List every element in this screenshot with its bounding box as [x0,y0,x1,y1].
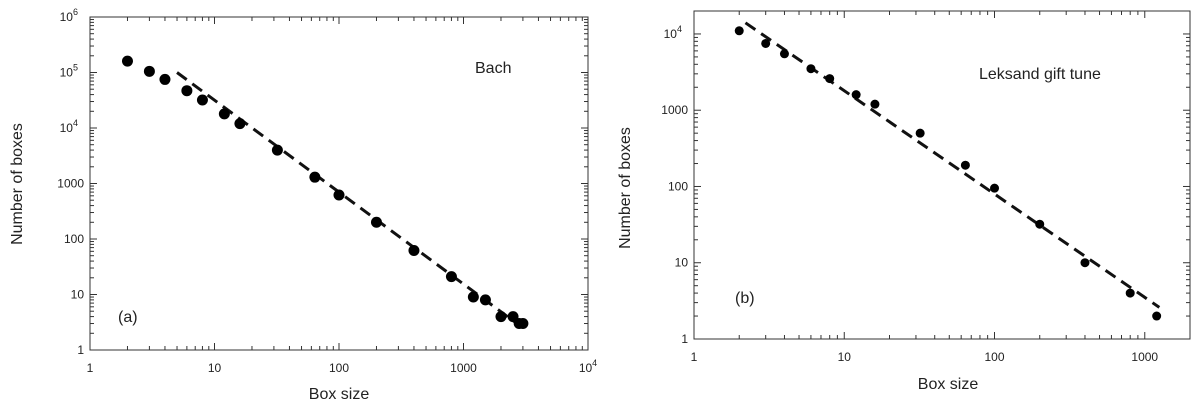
b-data-point [990,183,1000,193]
a-data-point [218,108,230,120]
a-data-point [309,171,321,183]
b-data-point [851,90,861,100]
a-y-tick-label: 1 [77,343,84,357]
a-y-tick-label: 10 [71,288,85,302]
b-y-tick-label: 1 [681,332,688,346]
a-x-tick-label: 1000 [450,361,477,375]
a-y-tick-label: 1000 [57,177,84,191]
b-title-annotation: Leksand gift tune [979,66,1101,83]
a-data-point [370,216,382,228]
b-points-group [734,26,1162,321]
b-y-tick-label: 1000 [661,103,688,117]
b-data-point [806,64,816,74]
b-x-tick-label: 100 [984,350,1004,364]
b-data-point [779,49,789,59]
b-y-axis-label: Number of boxes [617,127,634,249]
a-y-tick-label: 100 [64,232,84,246]
plot-frame-b [693,10,1191,340]
b-y-tick-label: 104 [664,24,682,41]
b-x-tick-label: 1 [691,350,698,364]
a-data-point [479,294,491,306]
a-data-point [271,144,283,156]
a-data-point [143,65,155,77]
b-panel-label: (b) [735,290,755,307]
a-data-point [181,85,193,97]
b-data-point [1152,311,1162,321]
a-x-tick-label: 100 [329,361,349,375]
b-data-point [1080,258,1090,268]
a-panel-label: (a) [118,309,138,326]
b-x-tick-label: 1000 [1131,350,1158,364]
a-data-point [196,94,208,106]
b-data-point [761,38,771,48]
a-data-point [159,73,171,85]
a-y-tick-label: 106 [60,7,78,24]
a-fit-line [176,71,521,327]
a-data-point [467,291,479,303]
panel-b: 1 10 100 1000 1 10 100 1000 104 Box size Number… [617,10,1191,393]
a-data-point [517,318,529,330]
a-x-axis-label: Box size [309,386,370,403]
b-x-axis-label: Box size [918,376,979,393]
a-fit-line-group [176,71,521,327]
a-data-point [495,311,507,323]
panel-a: 1 10 100 1000 104 1 10 100 1000 104 105 106 Box si… [9,7,597,403]
b-y-ticks: 1 10 100 1000 104 [661,10,1190,346]
a-y-tick-label: 105 [60,63,78,80]
a-title-annotation: Bach [475,60,511,77]
a-y-tick-label: 104 [60,118,78,135]
a-x-tick-label: 104 [579,358,597,375]
b-x-tick-label: 10 [838,350,852,364]
b-data-point [1125,288,1135,298]
b-y-tick-label: 10 [675,256,689,270]
a-x-ticks: 1 10 100 1000 104 [87,17,597,375]
b-data-point [915,128,925,138]
a-data-point [121,55,133,67]
a-x-tick-label: 1 [87,361,94,375]
a-data-point [234,118,246,130]
plot-frame-a [89,16,589,351]
a-data-point [333,189,345,201]
a-points-group [121,55,529,330]
b-x-ticks: 1 10 100 1000 [691,11,1191,364]
b-y-tick-label: 100 [668,179,688,193]
a-y-axis-label: Number of boxes [9,123,26,245]
b-data-point [960,160,970,170]
b-data-point [825,74,835,84]
b-data-point [870,99,880,109]
a-data-point [445,271,457,283]
a-x-tick-label: 10 [208,361,222,375]
a-data-point [408,245,420,257]
b-data-point [734,26,744,36]
b-data-point [1035,219,1045,229]
